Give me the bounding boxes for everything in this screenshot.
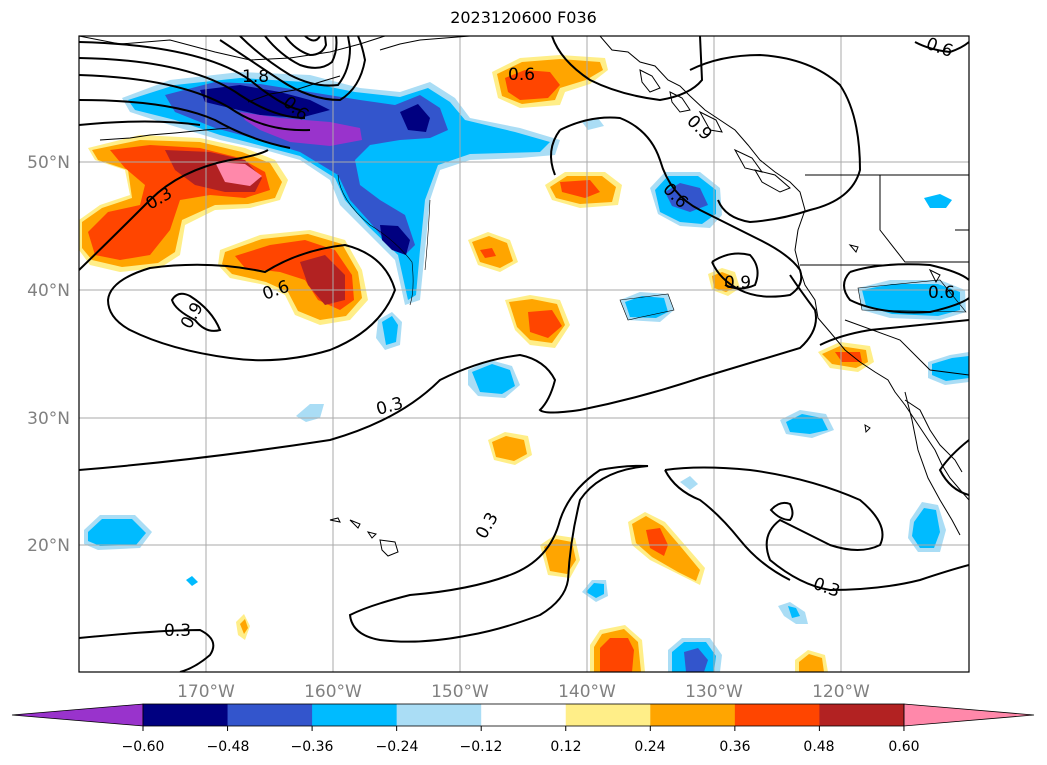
lon-label: 130°W — [685, 682, 743, 702]
lon-label: 170°W — [177, 682, 235, 702]
colorbar-tick: 0.48 — [803, 739, 834, 755]
colorbar-tick: 0.60 — [888, 739, 919, 755]
lon-label: 140°W — [558, 682, 616, 702]
map-title: 2023120600 F036 — [450, 8, 597, 27]
colorbar-tick: 0.24 — [634, 739, 665, 755]
colorbar-segment — [312, 704, 398, 726]
colorbar-tick: 0.12 — [550, 739, 581, 755]
colorbar-segment — [650, 704, 736, 726]
colorbar-segment — [227, 704, 313, 726]
contour-label: 0.3 — [164, 621, 191, 641]
fill-outlines — [337, 174, 967, 321]
colorbar-segment — [734, 704, 820, 726]
lat-label: 40°N — [27, 281, 70, 301]
contour-lines — [79, 36, 969, 672]
graticule — [79, 36, 969, 672]
colorbar-frame — [142, 703, 905, 727]
colorbar-tick: 0.36 — [719, 739, 750, 755]
colorbar-tick: −0.36 — [291, 739, 334, 755]
lon-label: 150°W — [431, 682, 489, 702]
coastlines — [79, 36, 969, 557]
contour-label: 1.8 — [242, 67, 269, 87]
colorbar-segment — [396, 704, 482, 726]
lat-label: 50°N — [27, 153, 70, 173]
lat-label: 20°N — [27, 536, 70, 556]
lon-label: 160°W — [304, 682, 362, 702]
contour-label: 0.6 — [928, 283, 955, 303]
lat-label: 30°N — [27, 409, 70, 429]
colorbar-extend-high — [903, 703, 1035, 727]
map-frame — [78, 35, 970, 673]
positive-anomaly-fill — [79, 55, 874, 672]
colorbar-tick: −0.60 — [122, 739, 165, 755]
colorbar-segment — [819, 704, 905, 726]
colorbar-segment — [143, 704, 229, 726]
contour-label: 0.6 — [508, 65, 535, 85]
colorbar-segment — [481, 704, 567, 726]
colorbar-tick: −0.12 — [460, 739, 503, 755]
latitude-labels: 50°N 40°N 30°N 20°N — [27, 153, 70, 556]
contour-label: 0.9 — [724, 273, 751, 293]
colorbar-segment — [565, 704, 651, 726]
lon-label: 120°W — [812, 682, 870, 702]
colorbar-extend-low — [11, 703, 144, 727]
colorbar-tick: −0.24 — [376, 739, 419, 755]
colorbar — [11, 703, 1035, 731]
colorbar-tick: −0.48 — [207, 739, 250, 755]
colorbar-tick-labels: −0.60 −0.48 −0.36 −0.24 −0.12 0.12 0.24 … — [122, 739, 920, 755]
longitude-labels: 170°W 160°W 150°W 140°W 130°W 120°W — [177, 682, 870, 702]
